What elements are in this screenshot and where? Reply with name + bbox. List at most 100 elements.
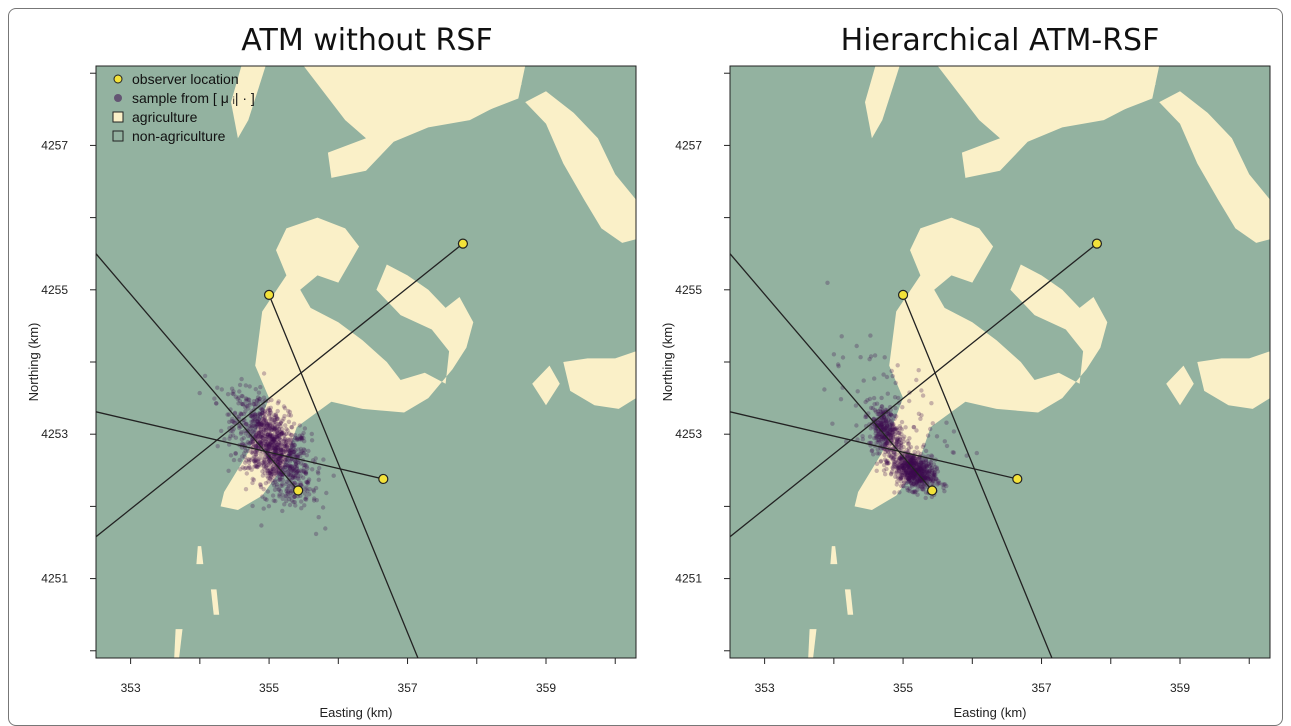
sample-point <box>296 460 301 465</box>
sample-point <box>867 434 873 439</box>
sample-point <box>284 481 289 487</box>
sample-point <box>897 462 902 467</box>
sample-point <box>242 466 247 471</box>
plot-area <box>730 66 1270 658</box>
sample-point <box>921 462 926 467</box>
sample-point <box>872 407 878 413</box>
sample-point <box>257 425 263 430</box>
sample-point <box>890 427 895 433</box>
sample-point <box>303 496 308 502</box>
sample-point <box>256 412 261 417</box>
sample-point <box>245 425 250 430</box>
sample-point <box>925 475 931 480</box>
sample-point <box>254 450 259 455</box>
sample-point <box>896 464 901 470</box>
sample-point <box>929 494 935 500</box>
sample-point <box>296 468 301 474</box>
sample-point <box>270 465 276 470</box>
sample-point <box>885 428 890 433</box>
sample-point <box>259 422 264 427</box>
sample-point <box>253 401 259 407</box>
sample-point <box>311 498 317 503</box>
sample-point <box>275 456 281 462</box>
sample-point <box>909 480 914 486</box>
sample-point <box>915 462 920 467</box>
sample-point <box>260 439 265 444</box>
sample-point <box>287 473 292 478</box>
sample-point <box>929 465 935 471</box>
sample-point <box>252 412 258 417</box>
sample-point <box>268 428 274 433</box>
sample-point <box>885 449 890 455</box>
sample-point <box>889 433 894 438</box>
sample-point <box>254 444 259 449</box>
sample-point <box>876 420 881 425</box>
sample-point <box>892 451 897 456</box>
sample-point <box>874 435 880 440</box>
sample-point <box>312 496 317 501</box>
sample-point <box>276 446 281 451</box>
sample-point <box>915 478 921 483</box>
sample-point <box>892 431 897 436</box>
sample-point <box>264 421 269 427</box>
sample-point <box>251 401 257 407</box>
sample-point <box>918 467 923 472</box>
sample-point <box>883 425 888 430</box>
sample-point <box>266 430 272 435</box>
sample-point <box>274 443 279 448</box>
sample-point <box>260 473 266 478</box>
sample-point <box>884 442 890 448</box>
sample-point <box>314 498 319 503</box>
sample-point <box>278 450 283 455</box>
sample-point <box>894 441 900 446</box>
sample-point <box>900 465 905 470</box>
sample-point <box>906 476 911 481</box>
sample-point <box>951 450 956 455</box>
sample-point <box>259 441 264 446</box>
sample-point <box>249 413 254 418</box>
sample-point <box>929 453 934 458</box>
sample-point <box>920 393 926 398</box>
sample-point <box>905 454 911 460</box>
sample-point <box>910 456 916 461</box>
x-axis-label: Easting (km) <box>320 705 393 720</box>
sample-point <box>258 411 263 417</box>
sample-point <box>906 472 911 478</box>
sample-point <box>291 450 296 455</box>
sample-point <box>923 471 928 476</box>
sample-point <box>272 448 278 453</box>
sample-point <box>891 456 896 461</box>
sample-point <box>278 457 283 463</box>
sample-point <box>885 419 890 424</box>
sample-point <box>906 470 911 475</box>
sample-point <box>271 438 276 443</box>
sample-point <box>876 420 882 425</box>
sample-point <box>918 416 923 421</box>
sample-point <box>907 466 912 471</box>
sample-point <box>933 476 938 482</box>
sample-point <box>899 431 904 437</box>
sample-point <box>272 443 277 448</box>
sample-point <box>231 391 236 397</box>
sample-point <box>912 477 917 482</box>
sample-point <box>899 427 904 432</box>
sample-point <box>892 413 898 418</box>
sample-point <box>904 463 909 468</box>
sample-point <box>255 402 260 407</box>
sample-point <box>257 396 263 402</box>
sample-point <box>914 445 919 450</box>
sample-point <box>912 460 917 466</box>
sample-point <box>278 432 284 437</box>
sample-point <box>266 443 271 448</box>
sample-point <box>912 460 917 466</box>
panel-title: Hierarchical ATM-RSF <box>841 23 1160 58</box>
sample-point <box>924 463 929 468</box>
panel-hierarchical-atm-rsf: Hierarchical ATM-RSF 353 355 357 3594251425… <box>660 23 1271 720</box>
sample-point <box>277 477 282 483</box>
sample-point <box>266 439 271 444</box>
sample-point <box>287 496 292 502</box>
sample-point <box>240 465 245 470</box>
sample-point <box>260 413 266 418</box>
sample-point <box>258 406 263 411</box>
sample-point <box>288 450 294 455</box>
